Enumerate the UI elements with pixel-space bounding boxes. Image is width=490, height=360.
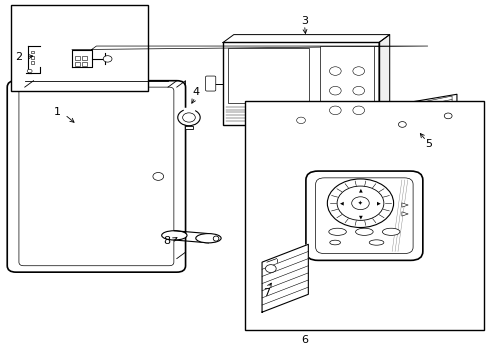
Bar: [75, 56, 80, 60]
Text: ▶: ▶: [377, 201, 381, 206]
Circle shape: [329, 86, 341, 95]
Ellipse shape: [369, 240, 384, 245]
Text: ✦: ✦: [358, 201, 363, 206]
Polygon shape: [393, 94, 457, 146]
Bar: [30, 62, 33, 64]
Text: ▼: ▼: [359, 214, 362, 219]
Bar: [223, 42, 379, 125]
Circle shape: [327, 179, 393, 228]
Circle shape: [266, 265, 276, 273]
Text: ◀: ◀: [340, 201, 344, 206]
Bar: [75, 62, 80, 66]
Circle shape: [296, 117, 305, 123]
Circle shape: [353, 86, 365, 95]
FancyBboxPatch shape: [7, 81, 186, 272]
Circle shape: [178, 109, 200, 126]
Circle shape: [183, 113, 196, 122]
Text: 6: 6: [301, 335, 308, 345]
Text: 5: 5: [426, 139, 433, 149]
Bar: [82, 56, 87, 60]
FancyBboxPatch shape: [19, 87, 174, 266]
Circle shape: [353, 67, 365, 75]
Circle shape: [103, 56, 112, 62]
Ellipse shape: [356, 228, 373, 235]
Circle shape: [352, 197, 369, 210]
Polygon shape: [262, 244, 308, 312]
Ellipse shape: [329, 228, 346, 235]
Text: 8: 8: [164, 237, 171, 247]
Circle shape: [353, 106, 365, 114]
Polygon shape: [402, 203, 408, 207]
Circle shape: [337, 186, 384, 220]
Circle shape: [153, 172, 164, 180]
Ellipse shape: [162, 231, 187, 240]
Text: 2: 2: [15, 52, 22, 62]
Polygon shape: [223, 35, 390, 42]
Text: ▲: ▲: [359, 187, 362, 192]
FancyBboxPatch shape: [316, 178, 413, 253]
Text: 4: 4: [193, 87, 200, 98]
Text: 3: 3: [301, 17, 308, 26]
Bar: [82, 62, 87, 66]
Text: 1: 1: [54, 107, 61, 117]
Bar: [30, 51, 33, 53]
Ellipse shape: [330, 240, 341, 245]
Ellipse shape: [213, 236, 219, 241]
FancyBboxPatch shape: [306, 171, 423, 260]
Circle shape: [329, 67, 341, 75]
Circle shape: [398, 122, 406, 127]
Circle shape: [27, 69, 32, 73]
Text: 7: 7: [263, 288, 270, 297]
Ellipse shape: [382, 228, 400, 235]
Bar: [245, 102, 484, 330]
Polygon shape: [402, 212, 408, 216]
Ellipse shape: [196, 234, 221, 243]
Polygon shape: [379, 35, 390, 125]
Circle shape: [329, 106, 341, 114]
Bar: [185, 126, 194, 129]
Circle shape: [444, 113, 452, 119]
Bar: [30, 56, 33, 59]
Bar: [228, 48, 309, 103]
Bar: [11, 5, 147, 91]
Bar: [320, 46, 374, 121]
FancyBboxPatch shape: [205, 76, 216, 91]
